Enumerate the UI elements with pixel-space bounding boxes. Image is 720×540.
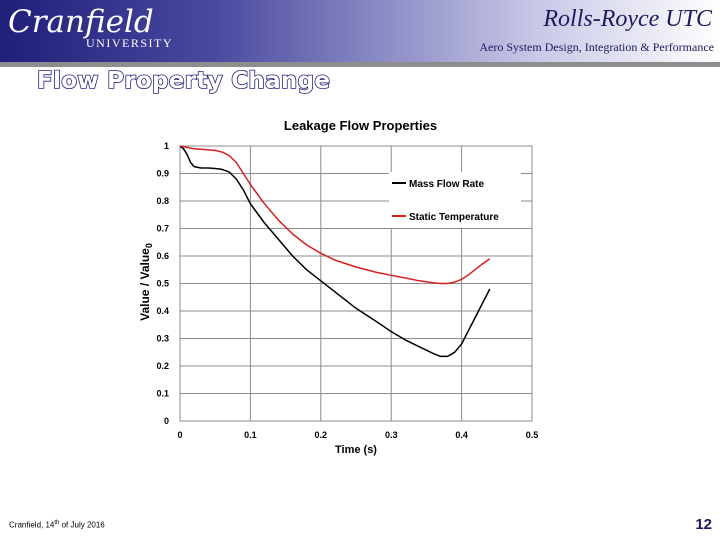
series-line-mass-flow-rate — [179, 145, 491, 358]
y-tick-label: 0.1 — [156, 389, 169, 399]
y-tick-label: 0.3 — [156, 334, 169, 344]
legend-label: Mass Flow Rate — [409, 179, 484, 190]
y-tick-label: 0.5 — [156, 279, 169, 289]
x-tick-label: 0.2 — [315, 430, 328, 440]
y-axis-title-main: Value / Value — [137, 248, 152, 321]
chart-title: Leakage Flow Properties — [283, 118, 438, 133]
y-tick-label: 0.2 — [156, 361, 169, 371]
footer-date-sup: th — [54, 520, 60, 526]
logo-sub-text: UNIVERSITY — [86, 36, 173, 50]
y-tick-label: 0.9 — [156, 169, 169, 179]
logo-main-text: Cranfield — [8, 4, 154, 40]
series-line-static-temperature — [179, 145, 491, 285]
x-tick-label: 0.5 — [526, 430, 539, 440]
y-tick-label: 0 — [164, 416, 169, 426]
y-tick-label: 0.8 — [156, 196, 169, 206]
y-axis-title-sub: 0 — [144, 243, 155, 249]
footer-place: Cranfield, 14 — [9, 520, 55, 530]
slide-title: Flow Property Change — [36, 67, 331, 95]
legend-label: Static Temperature — [409, 212, 499, 223]
y-axis-title: Value / Value0 — [138, 243, 154, 321]
university-logo: Cranfield UNIVERSITY — [8, 4, 173, 51]
header-divider — [0, 62, 720, 67]
legend-box — [389, 172, 521, 228]
footer-date: Cranfield, 14th of July 2016 — [9, 520, 105, 530]
page-number: 12 — [695, 516, 712, 533]
footer-date-rest: of July 2016 — [59, 520, 105, 530]
org-title: Rolls-Royce UTC — [543, 6, 712, 32]
x-tick-label: 0.1 — [244, 430, 257, 440]
x-axis-title: Time (s) — [335, 444, 377, 456]
y-tick-label: 0.6 — [156, 251, 169, 261]
y-tick-label: 0.4 — [156, 306, 169, 316]
header-banner — [0, 0, 720, 62]
y-tick-label: 1 — [164, 141, 169, 151]
x-tick-label: 0.3 — [385, 430, 398, 440]
y-tick-label: 0.7 — [156, 224, 169, 234]
x-tick-label: 0.4 — [455, 430, 468, 440]
x-tick-label: 0 — [177, 430, 182, 440]
org-subtitle: Aero System Design, Integration & Perfor… — [479, 40, 714, 54]
